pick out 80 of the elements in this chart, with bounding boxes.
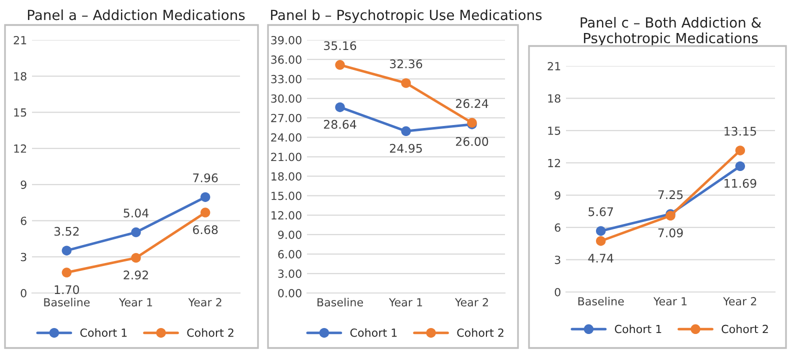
data-label: 32.36 <box>390 59 422 68</box>
data-label: 26.24 <box>456 99 488 108</box>
data-label: 13.15 <box>724 126 756 136</box>
y-tick-label: 3 <box>554 256 560 264</box>
y-tick-label: 0 <box>554 288 560 296</box>
point <box>596 236 606 246</box>
y-tick-label: 15.00 <box>272 192 302 200</box>
data-label: 11.69 <box>724 178 756 188</box>
y-tick-label: 9.00 <box>278 230 302 239</box>
y-tick-label: 3.00 <box>278 270 302 278</box>
x-tick-label: Year 1 <box>118 298 152 306</box>
data-label: 5.04 <box>124 208 148 218</box>
point <box>401 126 411 136</box>
data-label: 7.25 <box>658 190 683 200</box>
y-tick-label: 39.00 <box>271 36 302 44</box>
data-label: 7.09 <box>658 228 683 238</box>
y-tick-label: 30.00 <box>271 94 302 103</box>
data-label: 4.74 <box>588 254 614 262</box>
y-tick-label: 6 <box>554 223 560 232</box>
y-tick-label: 0 <box>20 288 26 298</box>
y-tick-label: 15 <box>548 126 560 135</box>
x-tick-label: Baseline <box>318 298 363 306</box>
data-label: 26.00 <box>456 137 488 146</box>
y-tick-label: 6 <box>20 216 26 226</box>
legend-label: Cohort 2 <box>457 328 504 337</box>
data-label: 1.70 <box>54 285 80 294</box>
legend-label: Cohort 2 <box>722 324 768 334</box>
point <box>596 226 606 236</box>
x-tick-label: Year 2 <box>454 298 488 306</box>
legend-label: Cohort 1 <box>350 328 397 337</box>
legend-label: Cohort 2 <box>187 328 234 337</box>
y-tick-label: 18 <box>14 72 26 81</box>
x-tick-label: Year 2 <box>188 298 222 306</box>
x-tick-label: Year 2 <box>723 297 756 306</box>
point <box>401 78 411 88</box>
y-tick-label: 24.00 <box>271 133 302 142</box>
y-tick-label: 9 <box>20 180 26 189</box>
point <box>131 252 141 263</box>
x-tick-label: Year 1 <box>653 297 687 306</box>
point <box>200 208 210 218</box>
y-tick-label: 12.00 <box>272 211 302 220</box>
point <box>735 146 746 156</box>
y-tick-label: 21 <box>548 62 560 70</box>
point <box>62 268 72 278</box>
x-tick-label: Year 1 <box>388 298 422 306</box>
point <box>335 102 345 112</box>
data-label: 2.92 <box>124 270 148 280</box>
data-label: 6.68 <box>193 225 218 234</box>
y-tick-label: 9 <box>554 191 560 200</box>
y-tick-label: 21.00 <box>271 152 302 162</box>
data-label: 7.96 <box>193 173 218 182</box>
data-label: 3.52 <box>54 226 79 236</box>
y-tick-label: 15 <box>14 108 26 117</box>
point <box>735 161 746 172</box>
y-tick-label: 3 <box>20 252 26 262</box>
point <box>335 60 345 70</box>
chart-title: Panel c – Both Addiction & Psychotropic Medications <box>580 17 762 46</box>
y-tick-label: 18 <box>548 94 560 103</box>
point <box>200 192 210 202</box>
chart-title: Panel b – Psychotropic Use Medications <box>271 9 542 23</box>
y-tick-label: 12 <box>14 144 26 153</box>
y-tick-label: 21 <box>14 36 26 44</box>
data-label: 35.16 <box>324 41 356 50</box>
y-tick-label: 36.00 <box>271 55 302 64</box>
y-tick-label: 12 <box>548 158 560 168</box>
y-tick-label: 6.00 <box>278 250 302 258</box>
point <box>131 227 141 238</box>
y-tick-label: 33.00 <box>271 74 302 84</box>
y-tick-label: 18.00 <box>272 172 302 181</box>
data-label: 24.95 <box>390 144 422 153</box>
point <box>62 246 72 256</box>
chart-title: Panel a – Addiction Medications <box>28 9 245 20</box>
legend-label: Cohort 1 <box>80 328 127 337</box>
data-label: 5.67 <box>588 207 613 216</box>
x-tick-label: Baseline <box>578 296 624 306</box>
legend-label: Cohort 1 <box>614 324 662 334</box>
x-tick-label: Baseline <box>44 298 90 306</box>
y-tick-label: 0.00 <box>278 288 302 298</box>
data-label: 28.64 <box>324 120 356 129</box>
y-tick-label: 27.00 <box>271 114 302 122</box>
